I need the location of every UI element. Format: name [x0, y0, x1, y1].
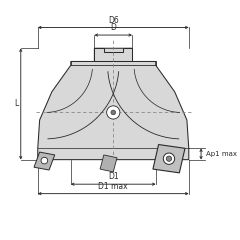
Circle shape	[107, 106, 120, 119]
Text: D1 max: D1 max	[98, 182, 128, 191]
Polygon shape	[38, 48, 189, 160]
Polygon shape	[34, 152, 55, 170]
Polygon shape	[153, 144, 185, 173]
Text: D1: D1	[108, 172, 119, 181]
Text: Ap1 max: Ap1 max	[206, 151, 237, 157]
Circle shape	[41, 157, 48, 164]
Polygon shape	[100, 155, 117, 172]
Circle shape	[163, 153, 175, 164]
Text: D6: D6	[108, 16, 119, 25]
Text: D: D	[110, 23, 116, 32]
Text: L: L	[14, 99, 18, 108]
Polygon shape	[94, 48, 132, 61]
Circle shape	[166, 156, 172, 161]
Circle shape	[111, 110, 116, 115]
